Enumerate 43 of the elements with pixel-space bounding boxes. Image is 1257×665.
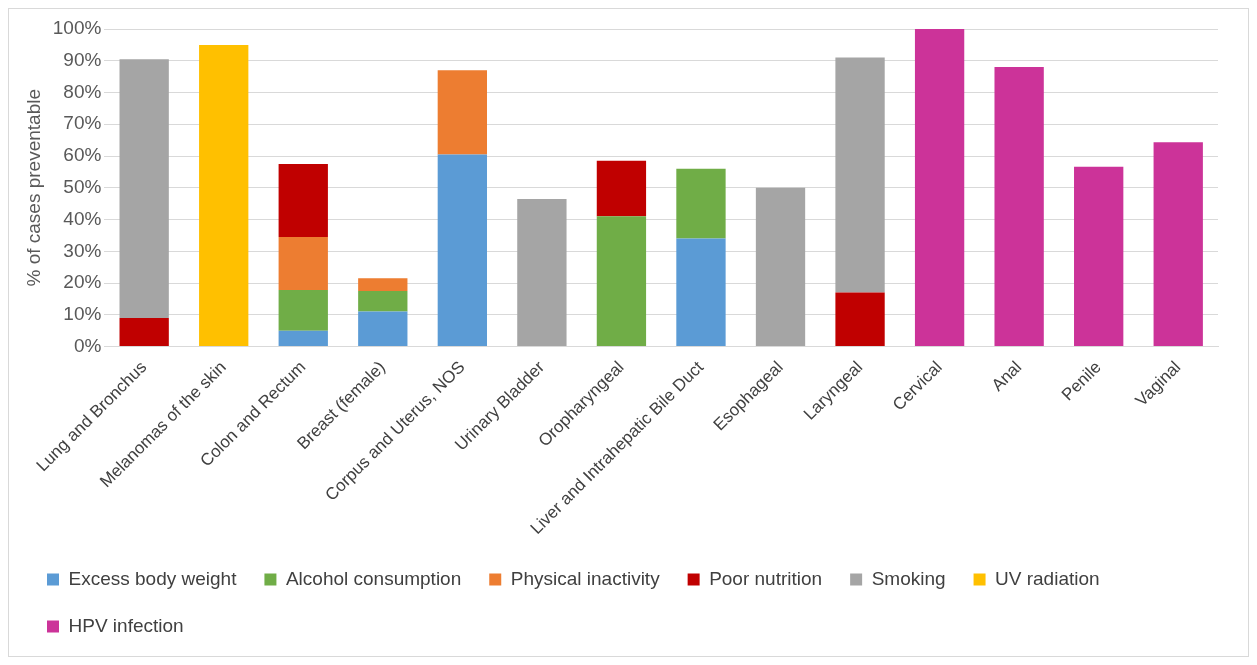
y-tick-label: 10% [63,303,102,325]
bar [437,70,487,155]
bar [596,216,647,347]
bar [676,168,726,239]
bar [994,67,1044,347]
y-tick-label: 100% [52,17,102,39]
bar [676,238,726,347]
bar [835,57,885,293]
y-tick-label: 90% [63,48,102,70]
legend-label: Smoking [871,567,946,589]
bar [278,330,328,347]
y-tick-label: 60% [63,144,102,166]
bar [358,311,408,347]
bar [1074,166,1124,347]
bar [755,187,806,347]
bar [914,29,965,347]
y-tick-label: 50% [63,176,102,197]
legend-label: Physical inactivity [510,567,661,589]
legend-label: Excess body weight [68,567,238,589]
bar [278,163,328,237]
y-tick-label: 30% [63,239,102,261]
legend-label: Alcohol consumption [285,567,462,589]
bar [119,317,169,347]
bar [278,236,328,291]
bar [1153,142,1203,347]
bar [119,59,169,318]
bar [596,160,647,217]
y-tick-label: 20% [63,271,102,293]
bar [358,290,408,312]
y-tick-label: 40% [63,207,102,229]
bar [278,290,328,331]
bar [517,198,567,347]
legend-label: Poor nutrition [709,567,823,589]
y-tick-label: 80% [63,80,102,102]
legend-label: HPV infection [68,614,184,636]
bar [199,44,249,347]
y-axis-title: % of cases preventable [22,89,44,287]
bar [358,278,408,291]
bar [437,154,487,347]
bar [835,292,885,347]
legend-label: UV radiation [995,567,1100,589]
y-tick-label: 0% [73,334,102,356]
y-tick-label: 70% [63,112,102,134]
